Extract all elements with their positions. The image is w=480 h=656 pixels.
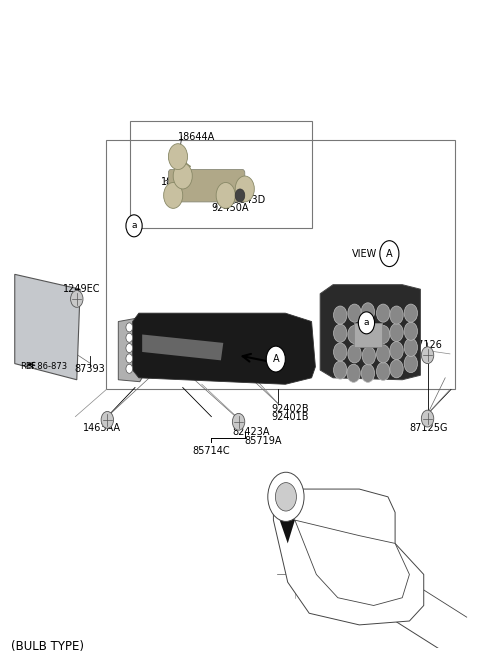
- Circle shape: [266, 346, 285, 372]
- Circle shape: [348, 325, 361, 344]
- Text: 92450A: 92450A: [211, 203, 249, 213]
- Text: 18642: 18642: [161, 178, 192, 188]
- Circle shape: [164, 182, 183, 209]
- Circle shape: [361, 364, 374, 382]
- Text: REF.86-873: REF.86-873: [21, 362, 68, 371]
- Circle shape: [235, 176, 254, 202]
- FancyBboxPatch shape: [168, 169, 245, 202]
- Circle shape: [421, 347, 434, 363]
- Text: 18644A: 18644A: [178, 133, 215, 142]
- Circle shape: [361, 303, 374, 321]
- Circle shape: [126, 344, 132, 352]
- Circle shape: [404, 322, 418, 340]
- Text: 92421D: 92421D: [124, 356, 163, 366]
- Polygon shape: [277, 504, 295, 543]
- Circle shape: [376, 345, 390, 363]
- Text: 87393: 87393: [74, 364, 105, 374]
- Circle shape: [359, 312, 374, 334]
- Circle shape: [404, 304, 418, 322]
- Polygon shape: [15, 274, 80, 380]
- Circle shape: [347, 364, 360, 382]
- Circle shape: [348, 345, 361, 363]
- Circle shape: [380, 241, 399, 266]
- Circle shape: [362, 327, 375, 345]
- Circle shape: [101, 411, 114, 428]
- Circle shape: [334, 343, 347, 361]
- Bar: [107, 140, 455, 390]
- Text: 1463AA: 1463AA: [83, 423, 120, 433]
- Text: 87126: 87126: [412, 340, 443, 350]
- Circle shape: [216, 182, 235, 209]
- Text: VIEW: VIEW: [352, 249, 377, 258]
- Polygon shape: [142, 335, 223, 360]
- Text: 1249EC: 1249EC: [63, 284, 100, 294]
- Circle shape: [268, 472, 304, 522]
- Circle shape: [404, 338, 418, 356]
- Text: 92401B: 92401B: [271, 411, 309, 422]
- Circle shape: [334, 361, 347, 379]
- Text: 92411A: 92411A: [124, 364, 162, 374]
- Text: 18643D: 18643D: [228, 195, 266, 205]
- Circle shape: [376, 304, 390, 322]
- Circle shape: [376, 325, 390, 344]
- Bar: [354, 323, 382, 348]
- Polygon shape: [274, 489, 424, 625]
- Text: (BULB TYPE): (BULB TYPE): [11, 640, 84, 653]
- Circle shape: [173, 163, 192, 189]
- Circle shape: [390, 306, 403, 324]
- Text: 85714C: 85714C: [192, 446, 230, 456]
- Text: a: a: [132, 221, 137, 230]
- Circle shape: [232, 413, 245, 430]
- Circle shape: [126, 215, 142, 237]
- Polygon shape: [118, 318, 144, 382]
- Text: 92402B: 92402B: [271, 404, 309, 414]
- Circle shape: [126, 333, 132, 342]
- Circle shape: [334, 306, 347, 324]
- Circle shape: [168, 144, 188, 169]
- Polygon shape: [132, 313, 315, 384]
- Text: 85719A: 85719A: [245, 436, 282, 446]
- Circle shape: [404, 354, 418, 373]
- Circle shape: [348, 304, 361, 322]
- Circle shape: [334, 324, 347, 342]
- Bar: [130, 121, 312, 228]
- Polygon shape: [320, 285, 420, 380]
- Circle shape: [421, 410, 434, 427]
- Circle shape: [376, 362, 390, 380]
- Circle shape: [276, 483, 297, 511]
- Polygon shape: [295, 520, 409, 605]
- Text: A: A: [386, 249, 393, 258]
- Circle shape: [126, 354, 132, 363]
- Circle shape: [235, 189, 245, 202]
- Circle shape: [71, 291, 83, 307]
- Circle shape: [362, 347, 375, 365]
- Text: 87125G: 87125G: [409, 423, 448, 433]
- Text: 82423A: 82423A: [233, 426, 270, 436]
- Circle shape: [126, 364, 132, 373]
- Circle shape: [126, 323, 132, 332]
- Text: a: a: [364, 318, 369, 327]
- Text: A: A: [273, 354, 279, 364]
- Circle shape: [390, 323, 403, 342]
- Circle shape: [390, 342, 403, 359]
- Circle shape: [390, 359, 403, 378]
